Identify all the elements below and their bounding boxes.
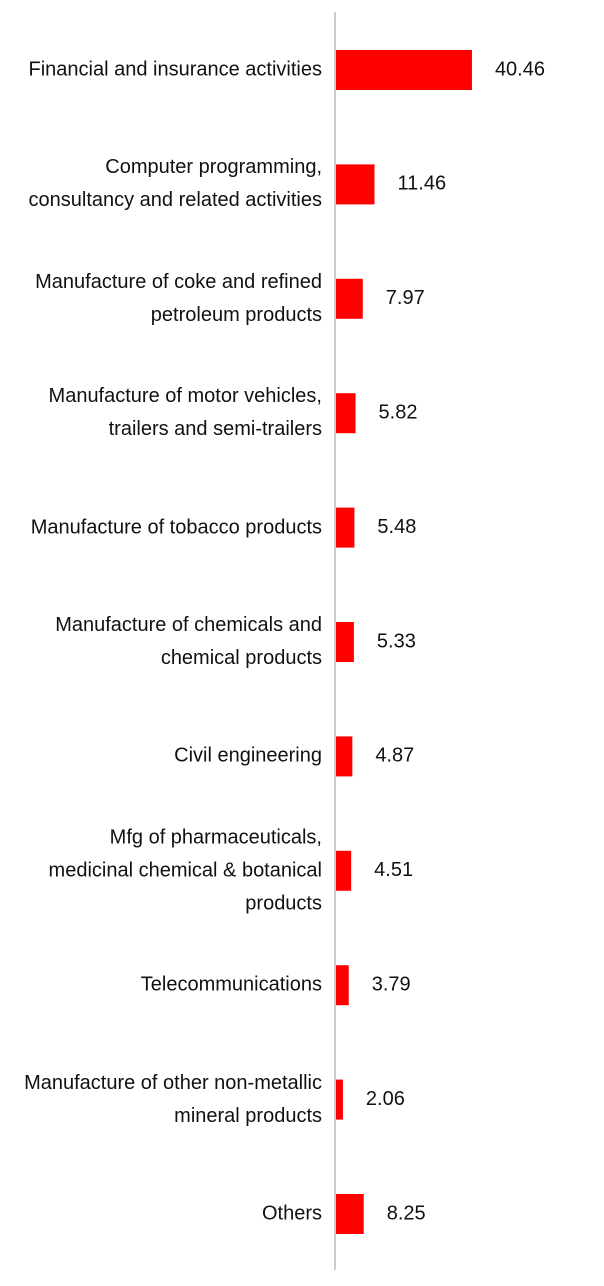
category-label: Manufacture of coke and refined petroleu… bbox=[35, 270, 322, 326]
category-label: Others bbox=[261, 1202, 322, 1225]
category-label: Manufacture of motor vehicles, trailers … bbox=[48, 385, 322, 441]
value-label: 5.82 bbox=[379, 401, 418, 423]
bar bbox=[336, 278, 363, 319]
value-label: 40.46 bbox=[495, 58, 545, 80]
value-label: 4.87 bbox=[375, 745, 414, 767]
bar bbox=[336, 965, 349, 1006]
value-label: 11.46 bbox=[398, 173, 447, 195]
bar bbox=[336, 393, 356, 434]
value-label: 8.25 bbox=[387, 1202, 426, 1224]
bar bbox=[336, 622, 354, 662]
category-label: Telecommunications bbox=[140, 973, 322, 996]
bar bbox=[336, 1079, 343, 1120]
bar bbox=[336, 507, 355, 548]
value-label: 7.97 bbox=[386, 287, 425, 309]
value-label: 3.79 bbox=[372, 973, 411, 995]
category-label: Civil engineering bbox=[174, 744, 322, 767]
category-label: Manufacture of tobacco products bbox=[30, 516, 322, 539]
bar bbox=[336, 164, 375, 205]
value-label: 5.48 bbox=[377, 516, 416, 538]
category-label: Computer programming, consultancy and re… bbox=[28, 156, 323, 212]
bar bbox=[336, 736, 353, 777]
category-label: Financial and insurance activities bbox=[28, 58, 323, 81]
value-label: 4.51 bbox=[374, 859, 413, 881]
bar bbox=[336, 850, 352, 891]
category-label: Manufacture of other non-metallic minera… bbox=[24, 1071, 322, 1127]
value-label: 5.33 bbox=[377, 630, 416, 652]
bar bbox=[336, 50, 472, 90]
category-label: Manufacture of chemicals and chemical pr… bbox=[55, 614, 322, 669]
category-label: Mfg of pharmaceuticals, medicinal chemic… bbox=[48, 826, 322, 915]
bar bbox=[336, 1194, 364, 1234]
value-label: 2.06 bbox=[366, 1088, 405, 1110]
